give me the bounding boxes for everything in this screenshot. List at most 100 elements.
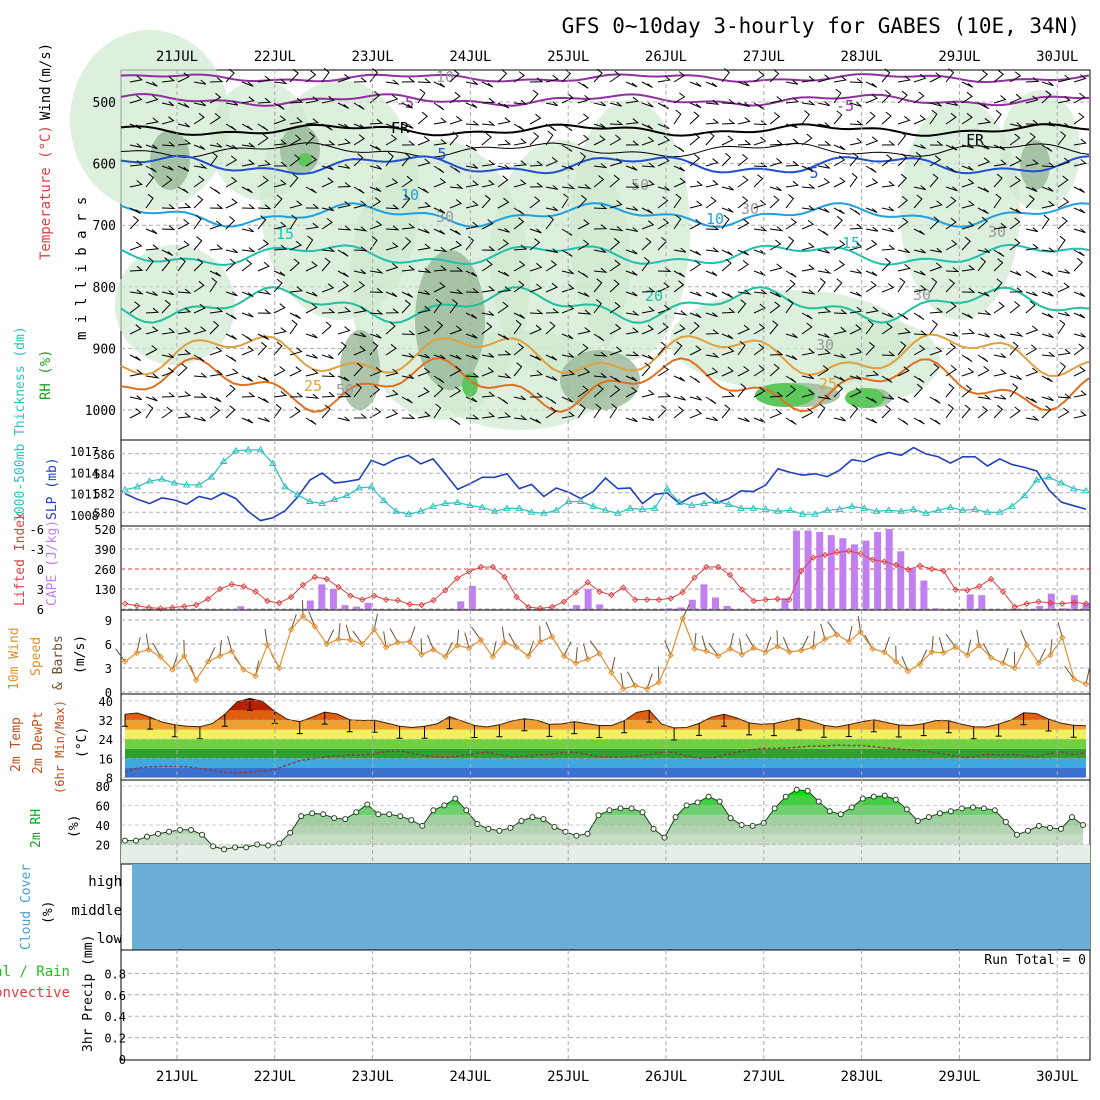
thickness-point [527,508,536,515]
wind-barb [881,322,893,335]
wind-barb [993,159,1007,167]
wind-barb [177,327,191,335]
wind-barb [577,219,590,230]
wind10-point [643,685,651,693]
wind-barb [737,218,750,230]
wind-barb [1041,186,1054,192]
thickness-point [884,506,893,513]
wind-barb [737,366,750,377]
wind-barb [513,71,526,83]
wind-barb [609,134,622,146]
chart-title: GFS 0~10day 3-hourly for GABES (10E, 34N… [562,14,1080,38]
wind-barb [849,324,862,335]
wind-barb [881,351,896,357]
wind-barb [305,235,314,251]
wind-barb [577,327,591,335]
rh-point [474,820,481,827]
wind-barb [577,184,592,190]
wind-barb [513,415,528,421]
wind-barb [273,244,288,251]
wind10-barb [152,642,162,658]
rh-tick: 40 [96,819,110,833]
wind-barb [337,281,349,293]
wind-barb [1057,362,1066,377]
wind-barb [737,102,750,108]
isotherm-30 [120,357,1090,413]
wind-barb [881,312,894,318]
wind-barb [561,284,575,293]
rh-point [518,818,525,825]
rh-point [793,786,800,793]
rh-point [584,830,591,837]
temp-tick: 32 [99,714,113,728]
wind-barb [129,408,142,419]
wind-barb [1041,375,1053,383]
rh-point [430,807,437,814]
wind-barb [689,345,702,356]
wind-barb [977,186,990,193]
minmax-bar [945,720,952,734]
wind-barb [673,395,686,401]
wind-barb [977,248,991,253]
wind10-barb [409,626,416,642]
rh-point [122,837,128,844]
wind-barb [593,123,606,129]
wind-barb [497,139,512,146]
day-label-bottom: 28JUL [841,1069,883,1085]
wind-barb [449,386,462,398]
wind-barb [929,320,938,335]
wind-barb [289,392,304,398]
wind-barb [337,225,352,231]
wind-barb [705,329,720,335]
wind-barb [529,262,543,272]
wind-barb [545,123,557,132]
wind-barb [785,236,795,251]
thickness-point [835,505,844,512]
wind-barb [961,236,971,251]
wind-barb [785,123,798,129]
wind10-point [715,652,722,660]
wind-barb [497,286,512,293]
wind-barb [961,312,974,319]
wind-barb [1009,122,1023,128]
wind-barb [913,248,926,254]
wind10-point [453,642,461,649]
precip-unit-label: 3hr Precip (mm) [81,935,96,1052]
thickness-point [515,504,524,511]
thickness-point [811,510,819,517]
wind-barb [753,162,768,168]
wind-barb [929,200,943,209]
wind-barb [529,196,541,209]
wind10-point [382,643,390,651]
wind-barb [913,194,923,209]
wind-barb [481,322,493,335]
wind10-point [703,647,710,655]
wind-barb [145,345,158,356]
wind-barb [609,375,621,383]
wind-barb [881,140,896,146]
thickness-point [613,509,622,516]
lifted-index-tick: 0 [37,563,44,577]
cape-bar [931,608,939,609]
wind10-barb [1038,648,1046,664]
wind-barb [401,291,414,298]
wind10-point [501,639,508,646]
wind10-point [335,635,342,643]
lifted-index-point [620,584,627,591]
wind-unit-label: (m/s) [38,43,54,85]
wind-barb [673,177,686,188]
pressure-tick: 800 [93,281,116,296]
pressure-tick: 1000 [85,404,116,419]
wind-barb [881,257,892,272]
rh-shading [70,30,230,210]
cape-bar [457,601,465,609]
thickness-point [995,508,1004,515]
wind-barb [1057,311,1070,317]
wind-barb [1041,351,1056,357]
wind-barb [209,321,220,335]
thickness-point [650,504,659,511]
rh-point [595,812,602,819]
wind10-point [786,648,793,656]
wind10-barb [938,637,945,653]
